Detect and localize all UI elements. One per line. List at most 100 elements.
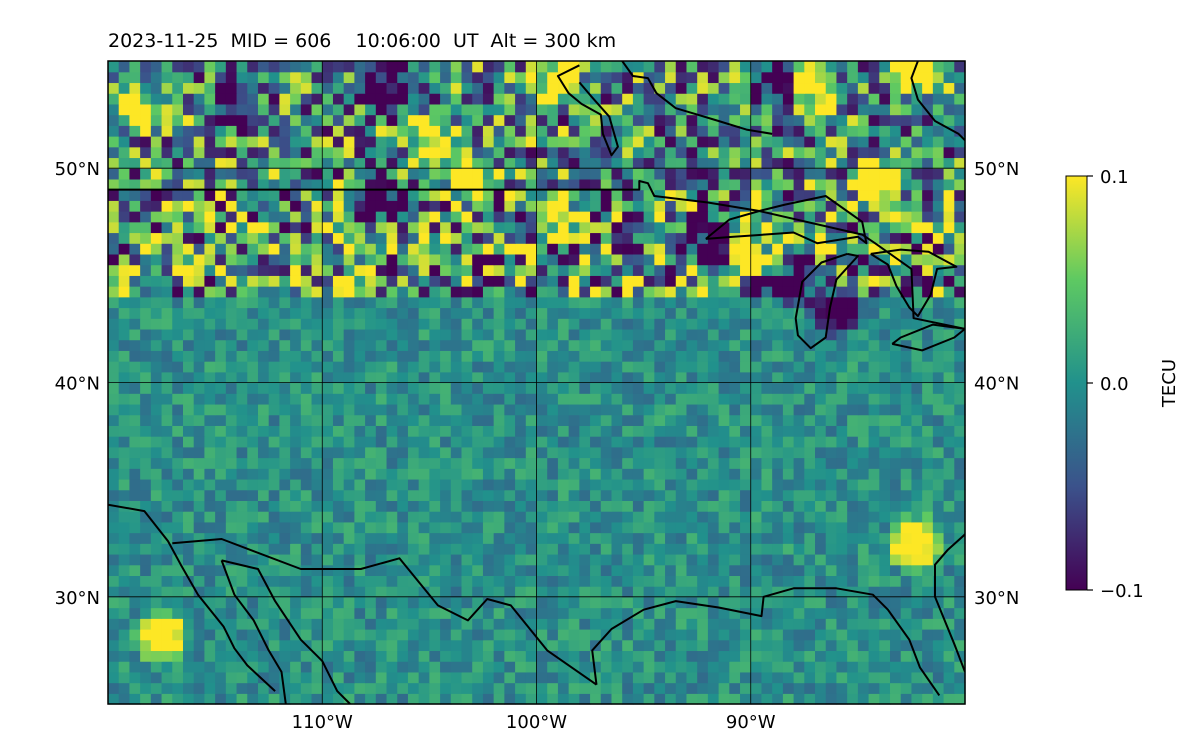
heatmap-cell: [900, 403, 913, 416]
heatmap-cell: [900, 339, 913, 351]
heatmap-cell: [118, 564, 131, 576]
heatmap-cell: [804, 253, 816, 266]
heatmap-cell: [247, 232, 259, 244]
heatmap-cell: [236, 221, 248, 234]
heatmap-cell: [290, 682, 302, 694]
heatmap-cell: [900, 511, 913, 523]
heatmap-cell: [665, 328, 677, 341]
heatmap-cell: [750, 286, 763, 298]
heatmap-cell: [622, 146, 634, 159]
heatmap-cell: [108, 693, 120, 705]
heatmap-cell: [247, 243, 259, 255]
heatmap-cell: [182, 575, 195, 587]
heatmap-cell: [311, 511, 323, 523]
heatmap-cell: [257, 564, 270, 576]
heatmap-cell: [654, 243, 666, 255]
heatmap-cell: [482, 146, 495, 159]
heatmap-cell: [461, 221, 473, 234]
heatmap-cell: [879, 178, 891, 191]
heatmap-cell: [343, 639, 355, 652]
heatmap-cell: [225, 371, 238, 384]
heatmap-cell: [632, 361, 645, 373]
heatmap-cell: [407, 146, 420, 159]
heatmap-cell: [686, 661, 698, 673]
heatmap-cell: [365, 596, 377, 609]
heatmap-cell: [536, 586, 548, 598]
heatmap-cell: [675, 232, 688, 244]
heatmap-cell: [793, 682, 805, 694]
heatmap-cell: [204, 403, 216, 416]
heatmap-cell: [193, 457, 206, 469]
heatmap-cell: [622, 586, 634, 598]
heatmap-cell: [943, 607, 955, 619]
heatmap-cell: [118, 521, 131, 534]
heatmap-cell: [515, 661, 527, 673]
heatmap-cell: [847, 114, 859, 126]
heatmap-cell: [108, 103, 120, 116]
heatmap-cell: [557, 296, 570, 309]
heatmap-cell: [279, 371, 291, 384]
heatmap-cell: [868, 339, 880, 351]
heatmap-cell: [718, 61, 730, 73]
heatmap-cell: [429, 189, 441, 201]
heatmap-cell: [118, 661, 131, 673]
heatmap-cell: [461, 532, 473, 544]
heatmap-cell: [140, 286, 152, 298]
heatmap-cell: [890, 371, 902, 384]
heatmap-cell: [675, 682, 688, 694]
heatmap-cell: [129, 264, 141, 276]
heatmap-cell: [397, 457, 409, 469]
heatmap-cell: [611, 71, 623, 84]
heatmap-cell: [343, 532, 355, 544]
heatmap-cell: [654, 478, 666, 491]
heatmap-cell: [954, 371, 966, 384]
heatmap-cell: [825, 318, 838, 330]
heatmap-cell: [247, 93, 259, 105]
heatmap-cell: [547, 307, 559, 319]
heatmap-cell: [600, 650, 613, 662]
heatmap-cell: [707, 221, 720, 234]
heatmap-cell: [204, 82, 216, 94]
heatmap-cell: [922, 650, 934, 662]
heatmap-cell: [375, 71, 388, 84]
heatmap-cell: [375, 253, 388, 266]
heatmap-cell: [761, 361, 773, 373]
heatmap-cell: [782, 457, 795, 469]
heatmap-cell: [750, 682, 763, 694]
heatmap-cell: [654, 200, 666, 212]
heatmap-cell: [868, 521, 880, 534]
heatmap-cell: [129, 650, 141, 662]
heatmap-cell: [782, 532, 795, 544]
heatmap-cell: [922, 361, 934, 373]
heatmap-cell: [750, 221, 763, 234]
heatmap-cell: [354, 650, 366, 662]
heatmap-cell: [407, 414, 420, 426]
heatmap-cell: [236, 521, 248, 534]
heatmap-cell: [890, 607, 902, 619]
heatmap-cell: [815, 489, 827, 501]
heatmap-cell: [922, 628, 934, 641]
heatmap-cell: [247, 339, 259, 351]
heatmap-cell: [740, 425, 752, 437]
heatmap-cell: [150, 650, 163, 662]
heatmap-cell: [311, 521, 323, 534]
heatmap-cell: [311, 457, 323, 469]
heatmap-cell: [654, 425, 666, 437]
heatmap-cell: [654, 221, 666, 234]
heatmap-cell: [332, 178, 345, 191]
heatmap-cell: [740, 200, 752, 212]
heatmap-cell: [343, 425, 355, 437]
heatmap-cell: [354, 596, 366, 609]
heatmap-cell: [622, 275, 634, 287]
heatmap-cell: [525, 93, 538, 105]
heatmap-cell: [418, 339, 430, 351]
heatmap-cell: [161, 500, 173, 512]
heatmap-cell: [890, 264, 902, 276]
heatmap-cell: [815, 618, 827, 630]
heatmap-cell: [418, 93, 430, 105]
heatmap-cell: [890, 318, 902, 330]
heatmap-cell: [118, 296, 131, 309]
heatmap-cell: [761, 189, 773, 201]
heatmap-cell: [140, 564, 152, 576]
heatmap-cell: [847, 575, 859, 587]
